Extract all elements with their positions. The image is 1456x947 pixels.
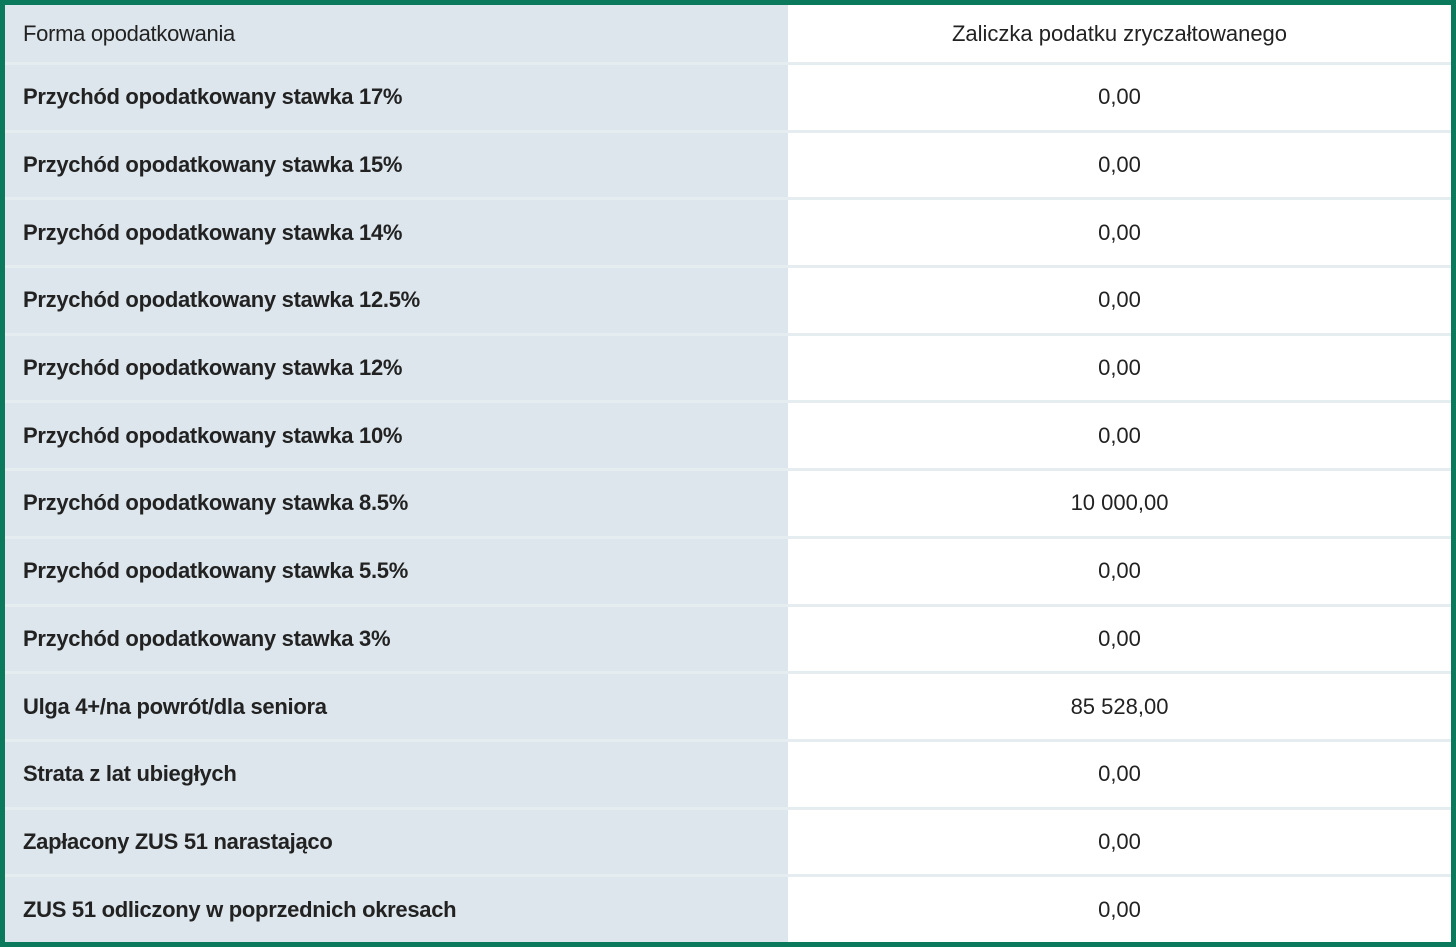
row-value: 0,00 (788, 197, 1451, 266)
row-label: Ulga 4+/na powrót/dla seniora (5, 671, 788, 739)
row-value: 0,00 (788, 332, 1451, 401)
row-value: 0,00 (788, 400, 1451, 469)
row-label: Przychód opodatkowany stawka 12.5% (5, 265, 788, 333)
row-label: Przychód opodatkowany stawka 5.5% (5, 535, 788, 604)
header-label: Forma opodatkowania (5, 5, 788, 62)
row-value: 0,00 (788, 738, 1451, 807)
row-value: 0,00 (788, 129, 1451, 198)
row-value: 0,00 (788, 603, 1451, 672)
row-value: 0,00 (788, 62, 1451, 130)
row-label: Przychód opodatkowany stawka 15% (5, 129, 788, 198)
row-label: Przychód opodatkowany stawka 17% (5, 62, 788, 130)
row-value: 0,00 (788, 535, 1451, 604)
row-label: ZUS 51 odliczony w poprzednich okresach (5, 874, 788, 942)
row-label: Strata z lat ubiegłych (5, 738, 788, 807)
row-label: Przychód opodatkowany stawka 14% (5, 197, 788, 266)
row-value: 10 000,00 (788, 468, 1451, 536)
row-label: Zapłacony ZUS 51 narastająco (5, 806, 788, 875)
row-value: 0,00 (788, 265, 1451, 333)
row-value: 0,00 (788, 806, 1451, 875)
row-label: Przychód opodatkowany stawka 3% (5, 603, 788, 672)
row-label: Przychód opodatkowany stawka 8.5% (5, 468, 788, 536)
row-label: Przychód opodatkowany stawka 10% (5, 400, 788, 469)
row-value: 85 528,00 (788, 671, 1451, 739)
row-value: 0,00 (788, 874, 1451, 942)
header-value: Zaliczka podatku zryczałtowanego (788, 5, 1451, 62)
row-label: Przychód opodatkowany stawka 12% (5, 332, 788, 401)
